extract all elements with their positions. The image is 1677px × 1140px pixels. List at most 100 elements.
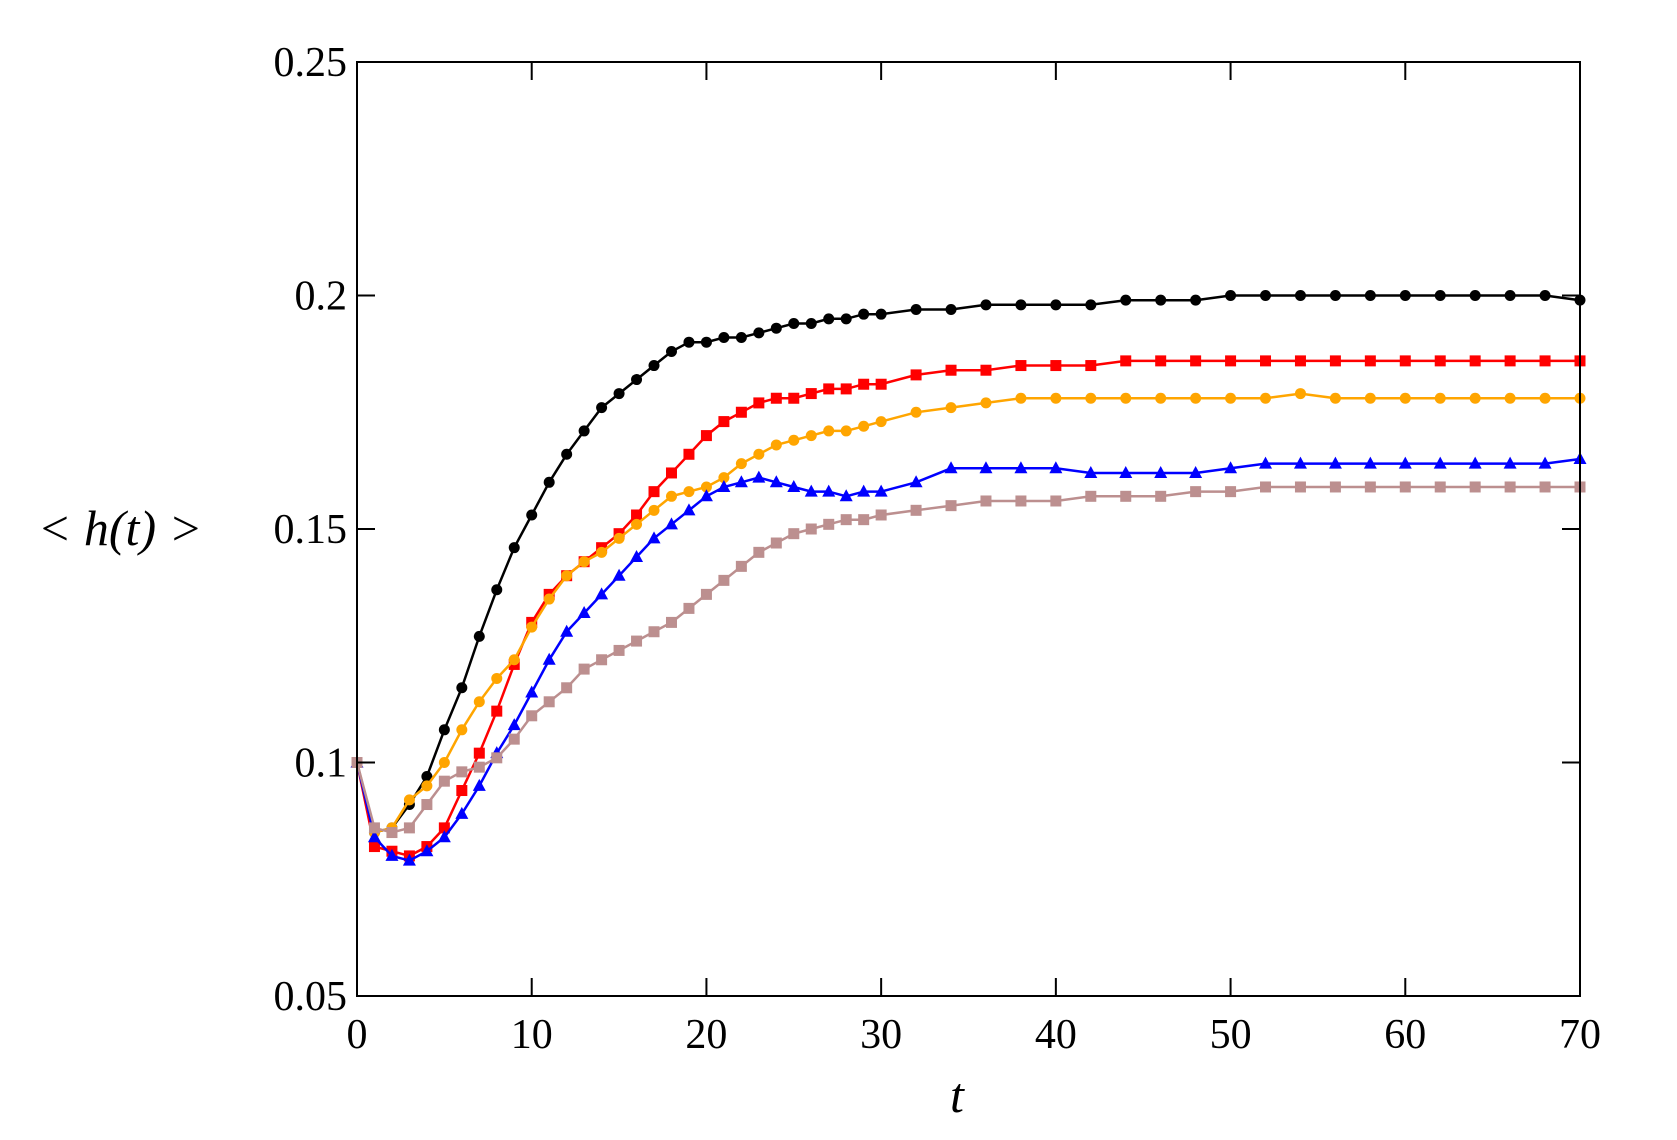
- data-point: [1015, 495, 1027, 507]
- data-point: [491, 672, 503, 684]
- data-point: [438, 775, 450, 787]
- data-point: [1119, 465, 1133, 478]
- data-point: [473, 696, 485, 708]
- data-point: [945, 304, 957, 316]
- data-point: [665, 467, 677, 479]
- data-point: [909, 475, 923, 488]
- data-point: [1433, 456, 1447, 469]
- data-point: [717, 479, 731, 492]
- data-point: [979, 461, 993, 474]
- series-line: [355, 457, 1581, 862]
- data-point: [1190, 486, 1202, 498]
- data-point: [839, 489, 853, 502]
- data-point: [718, 472, 730, 484]
- data-point: [1503, 456, 1517, 469]
- data-point: [368, 822, 380, 834]
- data-point: [1434, 290, 1446, 301]
- data-point: [1189, 465, 1203, 478]
- data-point: [699, 489, 713, 502]
- data-point: [875, 308, 887, 320]
- data-point: [1364, 290, 1376, 301]
- data-point: [788, 318, 800, 330]
- data-point: [1224, 461, 1238, 474]
- data-point: [910, 406, 922, 418]
- data-point: [700, 588, 712, 600]
- data-point: [980, 299, 992, 311]
- data-point: [1468, 456, 1482, 469]
- data-point: [683, 602, 695, 614]
- data-point: [1294, 388, 1306, 400]
- data-point: [526, 710, 538, 722]
- series-0: [351, 290, 1586, 839]
- data-point: [508, 654, 520, 666]
- data-point: [840, 514, 852, 526]
- data-point: [647, 531, 661, 544]
- data-point: [945, 364, 957, 376]
- data-point: [683, 486, 695, 498]
- data-point: [665, 616, 677, 628]
- data-point: [875, 416, 887, 428]
- data-point: [385, 848, 399, 861]
- data-point: [1399, 290, 1411, 301]
- data-point: [770, 537, 782, 549]
- data-point: [438, 757, 450, 768]
- data-point: [1328, 456, 1342, 469]
- data-point: [1539, 290, 1551, 301]
- data-point: [753, 397, 765, 409]
- data-point: [1539, 481, 1551, 493]
- data-point: [473, 630, 485, 642]
- data-point: [1085, 299, 1097, 311]
- data-point: [700, 430, 712, 442]
- data-point: [1504, 481, 1516, 493]
- data-point: [753, 327, 765, 339]
- tick-labels-layer: 0 10 20 30 40 50 60 70 0.05 0.1 0.15 0.2 0.25: [274, 40, 1602, 1058]
- data-point: [823, 383, 835, 395]
- data-point: [473, 747, 485, 759]
- data-point: [980, 397, 992, 409]
- x-axis-label: t: [950, 1067, 965, 1123]
- data-point: [595, 587, 609, 600]
- data-point: [402, 853, 416, 866]
- data-point: [1504, 290, 1516, 301]
- data-point: [613, 388, 625, 400]
- data-point: [1120, 355, 1132, 367]
- data-point: [1155, 355, 1167, 367]
- data-point: [596, 402, 608, 414]
- data-point: [1260, 290, 1272, 301]
- data-point: [578, 663, 590, 675]
- data-point: [631, 635, 643, 647]
- x-tick-label: 0: [347, 1012, 368, 1058]
- data-point: [1469, 392, 1481, 404]
- data-point: [1190, 355, 1202, 367]
- data-point: [664, 517, 678, 530]
- data-point: [700, 481, 712, 493]
- data-point: [1504, 392, 1516, 404]
- data-point: [1399, 355, 1411, 367]
- series-line: [355, 294, 1581, 835]
- data-point: [1225, 355, 1237, 367]
- x-tick-label: 50: [1210, 1012, 1252, 1058]
- data-point: [561, 570, 573, 582]
- data-point: [1049, 461, 1063, 474]
- y-tick-label: 0.15: [274, 507, 348, 553]
- data-point: [421, 780, 433, 792]
- data-point: [1293, 456, 1307, 469]
- data-point: [368, 841, 380, 853]
- y-tick-label: 0.1: [295, 741, 348, 787]
- series-4: [351, 481, 1586, 839]
- data-point: [665, 346, 677, 358]
- data-point: [770, 322, 782, 334]
- data-point: [1398, 456, 1412, 469]
- data-point: [421, 771, 433, 783]
- data-point: [910, 304, 922, 316]
- data-point: [1399, 392, 1411, 404]
- data-point: [804, 484, 818, 497]
- data-point: [682, 503, 696, 516]
- data-point: [543, 476, 555, 488]
- data-point: [753, 546, 765, 558]
- plot-frame: [356, 61, 1581, 997]
- data-point: [421, 799, 433, 811]
- data-point: [578, 556, 590, 568]
- data-point: [455, 806, 469, 819]
